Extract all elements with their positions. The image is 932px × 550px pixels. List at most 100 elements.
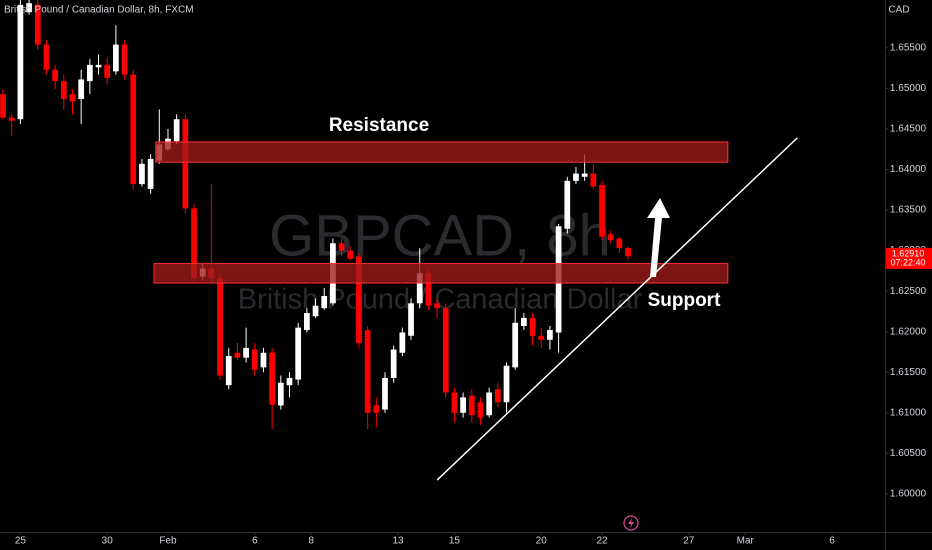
candle-body (477, 402, 484, 418)
last-price-label: 1.62910 (892, 248, 925, 258)
candle-body (217, 278, 223, 376)
replay-icon[interactable] (623, 515, 639, 531)
x-tick-label: 20 (536, 536, 548, 547)
y-tick-label: 1.61500 (890, 367, 927, 378)
candle-body (564, 180, 571, 229)
candle-body (599, 184, 605, 237)
candle-body (416, 273, 423, 304)
plot-area (0, 0, 798, 481)
candle-body (234, 352, 241, 358)
arrow-up (647, 198, 670, 277)
x-tick-label: 6 (252, 536, 258, 547)
candle-body (425, 273, 432, 306)
candle-body (321, 296, 328, 309)
countdown-label: 07:22:40 (890, 257, 925, 267)
candle-body (356, 256, 362, 344)
candle-body (581, 173, 588, 177)
candle-body (373, 405, 380, 413)
chart-title: British Pound / Canadian Dollar, 8h, FXC… (4, 5, 194, 16)
candle-body (408, 303, 414, 336)
last-price-tag (886, 247, 932, 269)
candle-body (364, 330, 371, 413)
candle-body (139, 163, 145, 185)
candle-body (69, 94, 76, 102)
candle-body (0, 94, 6, 118)
candle-body (399, 332, 406, 353)
candle-body (625, 248, 631, 257)
candle-body (86, 64, 93, 82)
watermark-subtitle: British Pound / Canadian Dollar (238, 284, 643, 316)
x-tick-label: 30 (102, 536, 114, 547)
zone (153, 263, 729, 284)
candle-body (147, 158, 154, 189)
candle-body (303, 313, 310, 331)
candle-body (382, 377, 388, 410)
candle-body (17, 4, 24, 120)
candle-body (295, 327, 302, 380)
candle-body (538, 335, 545, 340)
watermark: GBPCAD, 8h (269, 203, 611, 268)
candle-body (494, 389, 501, 403)
candle-body (486, 392, 493, 416)
candle-body (347, 250, 354, 259)
y-tick-label: 1.60500 (890, 448, 927, 459)
trendline (436, 137, 798, 481)
candle-body (616, 238, 623, 249)
icon-circle[interactable] (623, 515, 639, 531)
candle-body (95, 64, 102, 68)
candle-body (43, 44, 50, 70)
y-tick-label: 1.64000 (890, 164, 927, 175)
candle-body (251, 349, 258, 370)
candle-body (547, 330, 553, 340)
candle-body (460, 397, 466, 413)
y-tick-label: 1.63500 (890, 205, 927, 216)
annotation: Resistance (329, 115, 429, 136)
candle-body (529, 317, 536, 336)
candle-body (390, 349, 397, 378)
candle-body (468, 395, 475, 416)
x-tick-label: 22 (596, 536, 608, 547)
currency-label: CAD (888, 5, 909, 16)
y-tick-label: 1.62500 (890, 286, 927, 297)
x-tick-label: 6 (829, 536, 835, 547)
icon-bolt[interactable] (628, 518, 634, 528)
candle-body (521, 317, 527, 327)
candle-body (60, 81, 67, 99)
candle-body (338, 243, 345, 251)
candle-body (277, 382, 284, 406)
candle-body (451, 392, 458, 413)
y-tick-label: 1.60000 (890, 489, 927, 500)
x-tick-label: 27 (683, 536, 695, 547)
y-tick-label: 1.65000 (890, 83, 927, 94)
x-tick-label: Feb (159, 536, 177, 547)
candle-body (590, 173, 597, 187)
candle-body (182, 119, 189, 209)
candle-body (173, 119, 180, 142)
x-tick-label: 15 (449, 536, 461, 547)
candle-body (243, 347, 249, 358)
candle-body (260, 352, 267, 368)
candle-body (269, 352, 276, 405)
candle-body (442, 308, 449, 393)
candle-body (113, 44, 119, 72)
candle-body (121, 44, 128, 75)
candle-body (286, 377, 293, 386)
candle-body (78, 79, 85, 99)
watermark-group: GBPCAD, 8h British Pound / Canadian Doll… (238, 203, 643, 315)
x-tick-label: 13 (392, 536, 404, 547)
candle-body (34, 4, 41, 45)
candle-body (503, 365, 510, 403)
y-tick-label: 1.65500 (890, 42, 927, 53)
annotation: Support (648, 290, 721, 311)
candle-body (130, 74, 137, 185)
candle-body (573, 173, 579, 181)
zone (155, 141, 729, 163)
y-tick-label: 1.64500 (890, 124, 927, 135)
x-tick-label: 8 (308, 536, 314, 547)
candle-body (26, 3, 32, 13)
x-tick-label: 25 (15, 536, 27, 547)
candle-body (191, 208, 197, 279)
candle-body (512, 322, 519, 368)
x-tick-label: Mar (737, 536, 755, 547)
